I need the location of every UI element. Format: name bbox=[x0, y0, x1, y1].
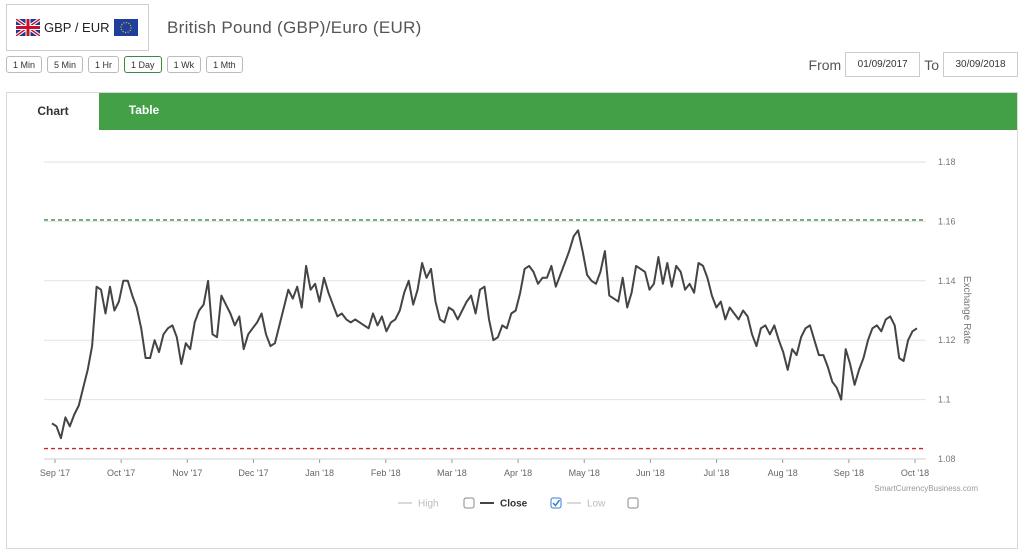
from-date-input[interactable] bbox=[845, 52, 921, 77]
y-tick-label: 1.14 bbox=[938, 276, 956, 286]
y-axis-label: Exchange Rate bbox=[961, 276, 972, 345]
legend-low-label: Low bbox=[587, 499, 606, 510]
legend-high-label: High bbox=[418, 499, 439, 510]
chart-panel: Chart Table bbox=[6, 92, 1018, 549]
interval-1wk-button[interactable]: 1 Wk bbox=[166, 56, 202, 73]
tab-bar bbox=[7, 93, 1017, 130]
x-tick-label: Jan '18 bbox=[305, 468, 334, 478]
uk-flag-icon bbox=[16, 19, 40, 36]
date-range: From To bbox=[809, 52, 1018, 77]
interval-5min-button[interactable]: 5 Min bbox=[47, 56, 84, 73]
legend-close-label: Close bbox=[500, 499, 528, 510]
y-tick-label: 1.1 bbox=[938, 395, 951, 405]
tab-chart[interactable]: Chart bbox=[7, 93, 99, 131]
interval-1day-button[interactable]: 1 Day bbox=[124, 56, 162, 73]
x-tick-label: Nov '17 bbox=[172, 468, 202, 478]
interval-1mth-button[interactable]: 1 Mth bbox=[206, 56, 243, 73]
x-tick-label: Jun '18 bbox=[636, 468, 665, 478]
y-tick-label: 1.12 bbox=[938, 335, 956, 345]
interval-selector: 1 Min 5 Min 1 Hr 1 Day 1 Wk 1 Mth bbox=[6, 56, 243, 73]
legend-close-checkbox[interactable] bbox=[550, 497, 562, 509]
to-date-input[interactable] bbox=[943, 52, 1018, 77]
interval-1min-button[interactable]: 1 Min bbox=[6, 56, 43, 73]
tab-table[interactable]: Table bbox=[128, 103, 160, 117]
legend-high-checkbox[interactable] bbox=[463, 497, 475, 509]
legend-low-checkbox[interactable] bbox=[627, 497, 639, 509]
close-series-line bbox=[51, 229, 918, 440]
checkmark-icon bbox=[552, 499, 561, 507]
x-tick-label: Oct '18 bbox=[901, 468, 929, 478]
x-tick-label: Apr '18 bbox=[504, 468, 532, 478]
x-tick-label: Feb '18 bbox=[371, 468, 401, 478]
y-tick-label: 1.16 bbox=[938, 216, 956, 226]
page-title: British Pound (GBP)/Euro (EUR) bbox=[167, 18, 422, 37]
watermark: SmartCurrencyBusiness.com bbox=[874, 484, 978, 493]
x-tick-label: Sep '18 bbox=[834, 468, 864, 478]
currency-pair-selector[interactable]: GBP / EUR bbox=[6, 4, 149, 51]
x-tick-label: Aug '18 bbox=[768, 468, 798, 478]
x-tick-label: May '18 bbox=[569, 468, 600, 478]
eu-flag-icon bbox=[113, 19, 138, 36]
x-tick-label: Mar '18 bbox=[437, 468, 467, 478]
to-label: To bbox=[924, 56, 939, 73]
x-tick-label: Jul '18 bbox=[704, 468, 730, 478]
y-tick-label: 1.08 bbox=[938, 454, 956, 464]
y-tick-label: 1.18 bbox=[938, 157, 956, 167]
x-tick-label: Sep '17 bbox=[40, 468, 70, 478]
currency-pair-label: GBP / EUR bbox=[44, 20, 110, 35]
x-tick-label: Dec '17 bbox=[238, 468, 268, 478]
from-label: From bbox=[808, 56, 842, 73]
legend: High Close Low bbox=[398, 497, 639, 510]
x-tick-label: Oct '17 bbox=[107, 468, 135, 478]
interval-1hr-button[interactable]: 1 Hr bbox=[88, 56, 120, 73]
